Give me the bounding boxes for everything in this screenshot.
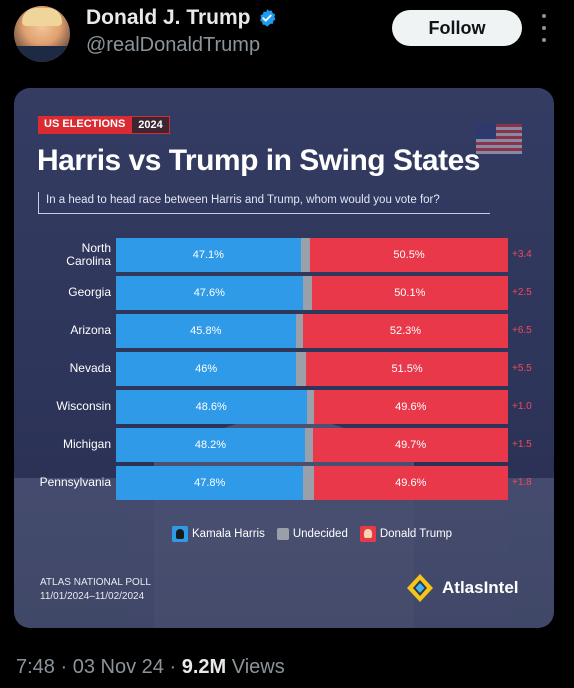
stacked-bar: 47.1% 50.5% (116, 238, 508, 272)
chart-row: North Carolina 47.1% 50.5% +3.4 (14, 238, 554, 272)
trump-margin-label: +6.5 (512, 325, 532, 336)
trump-margin-label: +2.5 (512, 287, 532, 298)
election-tag: US ELECTIONS 2024 (38, 116, 170, 134)
poll-dates: 11/01/2024–11/02/2024 (40, 591, 145, 602)
bar-undecided (306, 390, 314, 424)
views-count: 9.2M (181, 656, 227, 678)
trump-photo-icon (359, 526, 376, 542)
meta-separator: · (60, 656, 68, 678)
avatar-suit (14, 46, 70, 62)
trump-margin-label: +5.5 (512, 363, 532, 374)
chart-subtitle: In a head to head race between Harris an… (46, 194, 440, 206)
meta-separator: · (169, 656, 177, 678)
more-dot (542, 14, 546, 18)
atlasintel-logo-icon (407, 574, 433, 602)
trump-margin-label: +1.0 (512, 401, 532, 412)
stacked-bar: 48.6% 49.6% (116, 390, 508, 424)
state-label: Wisconsin (56, 399, 111, 413)
state-label: Michigan (62, 437, 111, 451)
bar-undecided (304, 428, 314, 462)
tag-us-elections: US ELECTIONS (38, 116, 132, 134)
author-handle[interactable]: @realDonaldTrump (86, 34, 261, 56)
more-options-icon[interactable] (534, 14, 554, 42)
chart-row: Georgia 47.6% 50.1% +2.5 (14, 276, 554, 310)
bar-harris: 47.6% (116, 276, 303, 310)
chart-title: Harris vs Trump in Swing States (37, 144, 480, 177)
more-dot (542, 26, 546, 30)
legend-label-harris: Kamala Harris (192, 528, 265, 540)
bar-harris: 47.1% (116, 238, 301, 272)
post-time[interactable]: 7:48 (16, 656, 55, 678)
bar-undecided (300, 238, 311, 272)
bar-harris: 48.6% (116, 390, 307, 424)
views-label: Views (231, 656, 285, 678)
tag-year: 2024 (131, 116, 170, 134)
chart-legend: Kamala Harris Undecided Donald Trump (172, 524, 464, 544)
state-label: North Carolina (66, 241, 111, 268)
bar-trump: 49.6% (313, 390, 508, 424)
brand-name: AtlasIntel (442, 578, 519, 597)
avatar-hair (22, 8, 62, 26)
bar-trump: 50.5% (310, 238, 508, 272)
trump-margin-label: +1.8 (512, 477, 532, 488)
bar-harris: 47.8% (116, 466, 304, 500)
follow-button[interactable]: Follow (392, 10, 522, 46)
stacked-bar: 48.2% 49.7% (116, 428, 508, 462)
state-label: Nevada (69, 361, 111, 375)
atlasintel-brand: AtlasIntel (404, 572, 519, 604)
avatar[interactable] (14, 6, 70, 62)
legend-item-undecided: Undecided (276, 528, 348, 540)
author-row: Donald J. Trump (86, 6, 277, 30)
stacked-bar: 47.8% 49.6% (116, 466, 508, 500)
bar-harris: 45.8% (116, 314, 296, 348)
us-flag-icon (476, 124, 522, 154)
legend-item-harris: Kamala Harris (172, 526, 265, 542)
state-label: Arizona (70, 323, 111, 337)
bar-undecided (303, 466, 314, 500)
bar-trump: 50.1% (311, 276, 508, 310)
bar-undecided (295, 314, 303, 348)
bar-undecided (302, 276, 312, 310)
trump-margin-label: +3.4 (512, 249, 532, 260)
bar-trump: 49.7% (313, 428, 508, 462)
trump-margin-label: +1.5 (512, 439, 532, 450)
bar-trump: 51.5% (306, 352, 508, 386)
chart-row: Nevada 46% 51.5% +5.5 (14, 352, 554, 386)
stacked-bar: 47.6% 50.1% (116, 276, 508, 310)
stacked-bar: 46% 51.5% (116, 352, 508, 386)
chart-row: Michigan 48.2% 49.7% +1.5 (14, 428, 554, 462)
undecided-swatch (276, 528, 289, 540)
state-label: Pennsylvania (39, 475, 111, 489)
chart-row: Pennsylvania 47.8% 49.6% +1.8 (14, 466, 554, 500)
legend-item-trump: Donald Trump (359, 526, 453, 542)
more-dot (542, 38, 546, 42)
chart-row: Arizona 45.8% 52.3% +6.5 (14, 314, 554, 348)
author-name[interactable]: Donald J. Trump (86, 6, 251, 29)
bar-trump: 49.6% (313, 466, 508, 500)
bar-harris: 46% (116, 352, 297, 386)
subtitle-frame (38, 192, 490, 214)
verified-badge-icon (259, 9, 276, 27)
state-label: Georgia (68, 285, 111, 299)
post-image[interactable]: US ELECTIONS 2024 Harris vs Trump in Swi… (14, 88, 554, 628)
post-date[interactable]: 03 Nov 24 (72, 656, 164, 678)
post-meta: 7:48 · 03 Nov 24 · 9.2M Views (16, 656, 285, 679)
post-header: Donald J. Trump @realDonaldTrump Follow (0, 0, 574, 80)
chart-row: Wisconsin 48.6% 49.6% +1.0 (14, 390, 554, 424)
bar-undecided (296, 352, 307, 386)
poll-name: ATLAS NATIONAL POLL (40, 577, 151, 588)
harris-photo-icon (172, 526, 188, 542)
bar-trump: 52.3% (302, 314, 508, 348)
stacked-bar: 45.8% 52.3% (116, 314, 508, 348)
bar-harris: 48.2% (116, 428, 305, 462)
poll-info: ATLAS NATIONAL POLL 11/01/2024–11/02/202… (40, 576, 151, 604)
legend-label-undecided: Undecided (292, 528, 348, 540)
legend-label-trump: Donald Trump (379, 528, 453, 540)
